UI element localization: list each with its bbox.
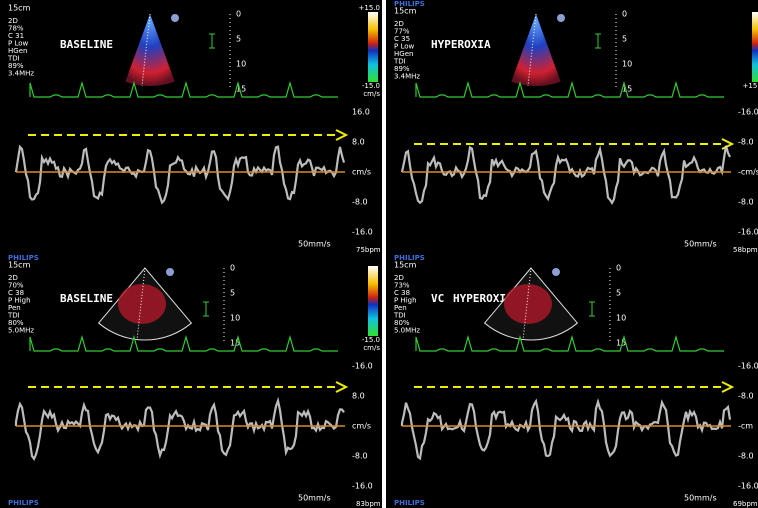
heart-rate: 69bpm xyxy=(733,500,758,508)
depth-tick: 0 xyxy=(230,264,235,273)
velocity-tick: -16.0 xyxy=(738,362,758,371)
heart-rate: 83bpm xyxy=(356,500,381,508)
setting: 3.4MHz xyxy=(394,73,420,81)
color-scale-label: cm/s xyxy=(363,344,380,352)
color-scale-label: +15.0 xyxy=(359,4,380,12)
velocity-tick: cm/s xyxy=(352,422,371,431)
depth-tick: 10 xyxy=(236,60,246,69)
view-label: BASELINE xyxy=(60,292,113,305)
velocity-tick: -16.0 xyxy=(738,108,758,117)
velocity-tick: -8.0 xyxy=(352,452,368,461)
panel-bg xyxy=(0,254,382,508)
panel-bg xyxy=(0,0,382,254)
depth-tick: 10 xyxy=(616,314,626,323)
heart xyxy=(118,284,166,324)
sweep-speed: 50mm/s xyxy=(298,240,331,249)
velocity-tick: -8.0 xyxy=(738,198,754,207)
depth-tick: 0 xyxy=(616,264,621,273)
velocity-tick: -16.0 xyxy=(352,482,373,491)
depth-tick: 0 xyxy=(236,10,241,19)
depth: 15cm xyxy=(8,4,31,13)
view-label: VC xyxy=(431,292,444,305)
depth-tick: 5 xyxy=(230,289,235,298)
velocity-tick: -8.0 xyxy=(352,198,368,207)
color-scale-label: cm/s xyxy=(363,90,380,98)
velocity-tick: -16.0 xyxy=(352,228,373,237)
velocity-tick: -8.0 xyxy=(738,392,754,401)
probe-icon xyxy=(552,268,560,276)
depth-tick: 10 xyxy=(622,60,632,69)
velocity-tick: -16.0 xyxy=(738,228,758,237)
color-scale-label: -15.0 xyxy=(362,82,380,90)
depth: 15cm xyxy=(394,261,417,270)
velocity-tick: -16.0 xyxy=(738,482,758,491)
depth-tick: 10 xyxy=(230,314,240,323)
heart-rate: 58bpm xyxy=(733,246,758,254)
velocity-tick: -16.0 xyxy=(352,362,373,371)
sweep-speed: 50mm/s xyxy=(298,494,331,503)
sweep-speed: 50mm/s xyxy=(684,240,717,249)
footer-brand: PHILIPS xyxy=(394,499,425,507)
setting: 5.0MHz xyxy=(8,327,34,335)
probe-icon xyxy=(171,14,179,22)
view-label: HYPEROXIA xyxy=(431,38,491,51)
color-bar xyxy=(752,12,758,82)
sweep-speed: 50mm/s xyxy=(684,494,717,503)
color-scale-label: -15.0 xyxy=(362,336,380,344)
velocity-tick: 8.0 xyxy=(352,138,365,147)
velocity-tick: 16.0 xyxy=(352,108,370,117)
depth: 15cm xyxy=(8,261,31,270)
footer-brand: PHILIPS xyxy=(8,499,39,507)
setting: 5.0MHz xyxy=(394,327,420,335)
color-bar xyxy=(368,12,378,82)
velocity-tick: -8.0 xyxy=(738,138,754,147)
velocity-tick: -cm xyxy=(738,422,753,431)
velocity-tick: cm/s xyxy=(352,168,371,177)
view-label: BASELINE xyxy=(60,38,113,51)
depth-tick: 5 xyxy=(236,35,241,44)
velocity-tick: 8.0 xyxy=(352,392,365,401)
depth-tick: 5 xyxy=(622,35,627,44)
color-bar xyxy=(368,266,378,336)
velocity-tick: -8.0 xyxy=(738,452,754,461)
depth: 15cm xyxy=(394,7,417,16)
depth-tick: 5 xyxy=(616,289,621,298)
probe-icon xyxy=(557,14,565,22)
depth-tick: 0 xyxy=(622,10,627,19)
probe-icon xyxy=(166,268,174,276)
setting: 3.4MHz xyxy=(8,70,34,78)
heart xyxy=(504,284,552,324)
panel: 15cm2D78%C 31P LowHGenTDI89%3.4MHzBASELI… xyxy=(0,0,382,254)
color-scale-label: +15.0 xyxy=(743,82,758,90)
velocity-tick: -cm/s xyxy=(738,168,758,177)
echo-figure: 15cm2D78%C 31P LowHGenTDI89%3.4MHzBASELI… xyxy=(0,0,758,508)
heart-rate: 75bpm xyxy=(356,246,381,254)
